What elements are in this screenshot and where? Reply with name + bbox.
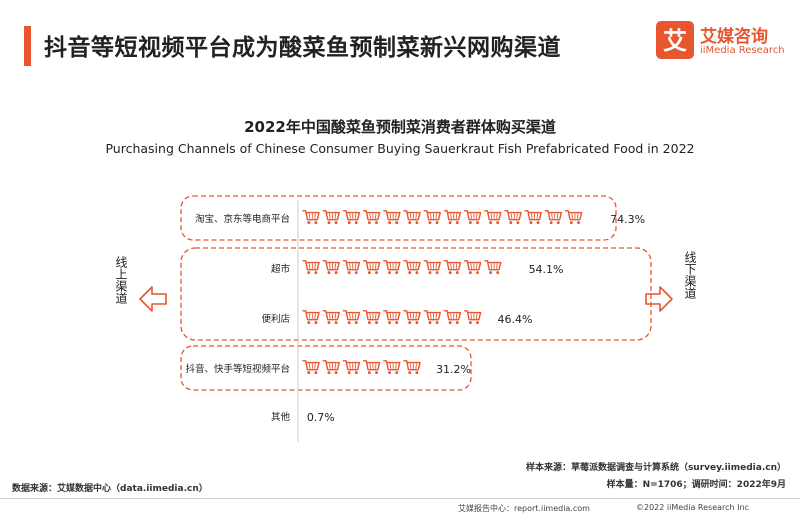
value-label: 31.2% (436, 363, 471, 376)
logo-text-en: iiMedia Research (700, 45, 785, 56)
cart-icon (403, 310, 421, 325)
cart-icon (463, 260, 482, 275)
cart-icon (383, 210, 401, 225)
cart-icon-partial (585, 210, 601, 225)
online-shortvideo-group-outline (180, 345, 472, 391)
cart-icon (362, 360, 381, 375)
cart-icon (463, 310, 482, 325)
copyright-text: ©2022 iiMedia Research Inc (636, 503, 749, 512)
cart-icon (403, 360, 421, 375)
report-center-link[interactable]: 艾媒报告中心：report.iimedia.com (458, 504, 590, 513)
cart-icon (342, 210, 361, 225)
logo-text-cn: 艾媒咨询 (700, 27, 768, 47)
cart-icon (544, 210, 563, 225)
cart-icon (342, 310, 361, 325)
cart-icon (342, 360, 361, 375)
chart-title: 2022年中国酸菜鱼预制菜消费者群体购买渠道 (244, 118, 556, 136)
cart-icon (403, 210, 421, 225)
chart-subtitle: Purchasing Channels of Chinese Consumer … (105, 141, 695, 156)
cart-icon (463, 210, 482, 225)
cart-icon (302, 260, 320, 275)
value-label: 0.7% (307, 411, 335, 424)
cart-icon (423, 260, 441, 275)
cart-icon (322, 310, 340, 325)
data-source-note: 数据来源：艾媒数据中心（data.iimedia.cn） (12, 484, 208, 494)
online-group-label: 线上渠道 (114, 256, 128, 304)
title-accent-bar (24, 26, 31, 66)
cart-icon (383, 310, 401, 325)
cart-icon (403, 260, 421, 275)
value-label: 74.3% (610, 213, 645, 226)
online-ecommerce-group-outline (180, 195, 617, 241)
logo-glyph: 艾 (663, 27, 687, 55)
cart-icon (443, 310, 462, 325)
cart-icon (423, 310, 441, 325)
logo-mark: 艾 (656, 21, 694, 59)
sample-size-note: 样本量：N=1706；调研时间：2022年9月 (606, 480, 786, 490)
cart-icon (484, 260, 502, 275)
cart-icon (423, 210, 441, 225)
cart-icon (322, 360, 340, 375)
cart-icon (383, 360, 401, 375)
category-label: 抖音、快手等短视频平台 (185, 363, 290, 375)
cart-icon (383, 260, 401, 275)
cart-icon (302, 360, 320, 375)
footer-divider (0, 498, 800, 499)
category-label: 超市 (271, 263, 291, 275)
sample-source-note: 样本来源：草莓派数据调查与计算系统（survey.iimedia.cn） (525, 463, 786, 473)
cart-icon (322, 260, 340, 275)
cart-icon (564, 210, 583, 225)
cart-icon-partial (504, 260, 519, 275)
offline-channels-group-outline (180, 247, 652, 341)
category-label: 便利店 (261, 313, 290, 325)
offline-group-label: 线下渠道 (683, 251, 697, 299)
cart-icon (342, 260, 361, 275)
cart-icon (443, 210, 462, 225)
cart-icon (484, 210, 502, 225)
cart-icon (504, 210, 522, 225)
cart-icon (362, 310, 381, 325)
online-group-arrow (139, 286, 167, 312)
cart-icon (322, 210, 340, 225)
category-label: 其他 (271, 411, 291, 423)
cart-icon (443, 260, 462, 275)
page-title: 抖音等短视频平台成为酸菜鱼预制菜新兴网购渠道 (44, 35, 561, 61)
value-label: 54.1% (529, 263, 564, 276)
offline-group-arrow (645, 286, 673, 312)
category-label: 淘宝、京东等电商平台 (195, 213, 290, 225)
cart-icon (362, 210, 381, 225)
cart-icon (302, 210, 320, 225)
cart-icon (302, 310, 320, 325)
value-label: 46.4% (497, 313, 532, 326)
brand-logo[interactable]: 艾 艾媒咨询 iiMedia Research (656, 21, 792, 67)
cart-icon (524, 210, 542, 225)
cart-icon (362, 260, 381, 275)
